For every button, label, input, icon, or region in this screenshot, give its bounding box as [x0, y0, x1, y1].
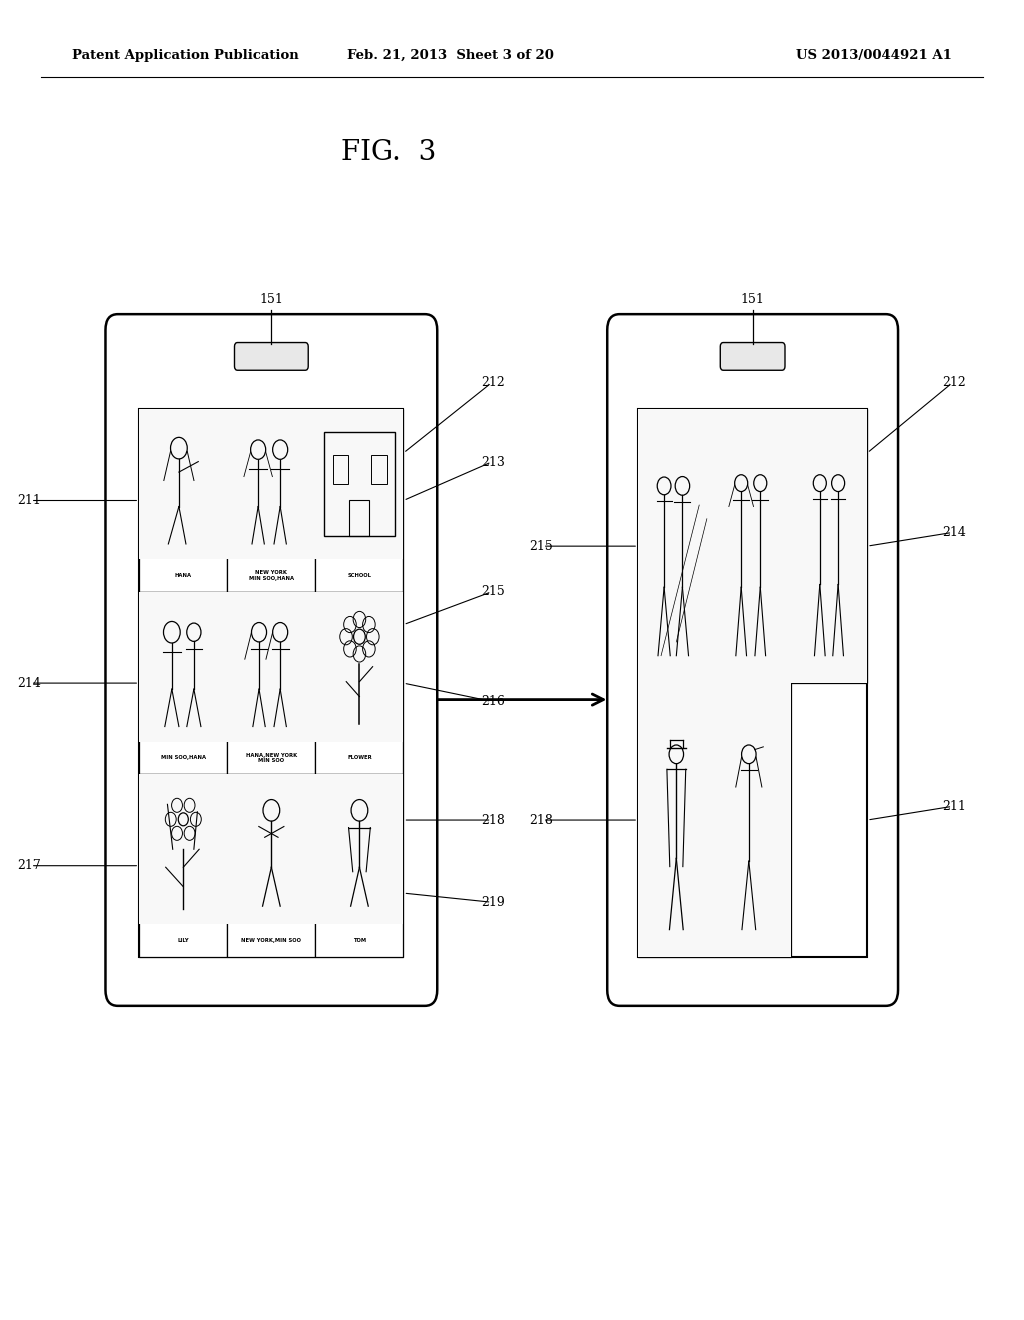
Bar	[139, 409, 227, 558]
Text: HANA,NEW YORK
MIN SOO: HANA,NEW YORK MIN SOO	[246, 752, 297, 763]
Text: SCHOOL: SCHOOL	[347, 573, 372, 578]
Bar	[715, 409, 791, 682]
Text: 212: 212	[942, 376, 966, 389]
Text: FIG.  3: FIG. 3	[341, 139, 437, 165]
Bar	[638, 409, 715, 682]
Bar	[315, 409, 403, 558]
FancyBboxPatch shape	[234, 342, 308, 370]
Text: NEW YORK
MIN SOO,HANA: NEW YORK MIN SOO,HANA	[249, 570, 294, 581]
Bar	[325, 432, 394, 536]
Text: US 2013/0044921 A1: US 2013/0044921 A1	[797, 49, 952, 62]
FancyBboxPatch shape	[105, 314, 437, 1006]
Bar	[227, 591, 315, 775]
Bar	[227, 591, 315, 742]
Text: MIN SOO,HANA: MIN SOO,HANA	[161, 755, 206, 760]
Bar	[791, 409, 867, 682]
Text: 213: 213	[481, 455, 505, 469]
Text: 214: 214	[17, 677, 41, 689]
Bar	[333, 454, 348, 484]
Bar	[227, 409, 315, 591]
Bar	[638, 409, 715, 682]
Text: 215: 215	[481, 585, 505, 598]
Text: 212: 212	[481, 376, 505, 389]
Text: 211: 211	[942, 800, 966, 813]
Bar	[715, 682, 791, 957]
Text: 214: 214	[942, 525, 966, 539]
Bar	[139, 591, 227, 775]
Bar	[715, 682, 791, 957]
Bar	[715, 409, 791, 682]
Text: 151: 151	[259, 293, 284, 306]
Bar	[638, 682, 715, 957]
Bar	[139, 409, 403, 957]
FancyBboxPatch shape	[720, 342, 785, 370]
Text: NEW YORK,MIN SOO: NEW YORK,MIN SOO	[242, 939, 301, 942]
Text: 217: 217	[17, 859, 41, 873]
Bar	[227, 775, 315, 924]
Text: TOM: TOM	[353, 939, 366, 942]
Text: Patent Application Publication: Patent Application Publication	[72, 49, 298, 62]
Bar	[638, 682, 715, 957]
FancyBboxPatch shape	[607, 314, 898, 1006]
Text: 211: 211	[17, 494, 41, 507]
Text: 151: 151	[740, 293, 765, 306]
Bar	[139, 775, 227, 957]
Bar	[139, 409, 227, 591]
Text: Feb. 21, 2013  Sheet 3 of 20: Feb. 21, 2013 Sheet 3 of 20	[347, 49, 554, 62]
Text: LILY: LILY	[177, 939, 189, 942]
Bar	[315, 409, 403, 591]
Text: 219: 219	[481, 896, 505, 908]
Bar	[139, 775, 227, 924]
Bar	[315, 775, 403, 957]
Bar	[315, 591, 403, 775]
Text: 215: 215	[529, 540, 553, 553]
Bar	[372, 454, 387, 484]
Bar	[315, 775, 403, 924]
Text: HANA: HANA	[175, 573, 191, 578]
Bar	[227, 775, 315, 957]
Text: FLOWER: FLOWER	[347, 755, 372, 760]
Bar	[349, 500, 369, 536]
Bar	[315, 591, 403, 742]
Text: 218: 218	[529, 813, 553, 826]
Bar	[139, 591, 227, 742]
Bar	[227, 409, 315, 558]
Text: 218: 218	[481, 813, 505, 826]
Bar	[638, 409, 867, 957]
Text: 216: 216	[481, 694, 505, 708]
Bar	[791, 409, 867, 682]
